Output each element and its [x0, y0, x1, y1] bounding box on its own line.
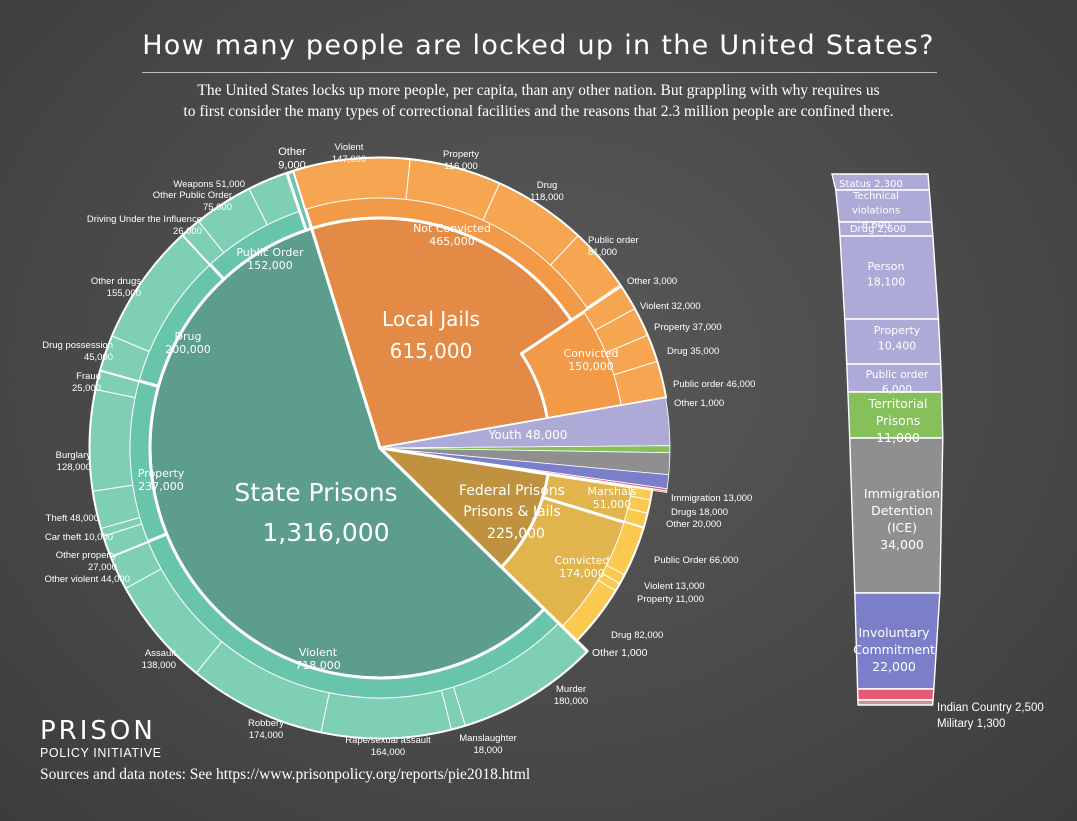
outer-label-burglary: Burglary 128,000	[56, 450, 92, 473]
outer-label-other: Other 9,000	[278, 146, 306, 172]
outer-label-driving-under-the-influence: Driving Under the Influence 26,000	[87, 214, 202, 237]
side-bar-label-immigration: Immigration Detention (ICE) 34,000	[864, 486, 940, 552]
wedge-divider	[378, 446, 589, 653]
logo-line-1: PRISON	[40, 716, 156, 746]
outer-label-murder: Murder 180,000	[554, 684, 588, 707]
state-public-order-label: Public Order 152,000	[236, 246, 304, 272]
side-bar-label-involuntary: Involuntary Commitment 22,000	[853, 625, 935, 674]
subtitle-line-2: to first consider the many types of corr…	[183, 103, 894, 120]
outer-label-violent: Violent 147,000	[332, 142, 366, 165]
sources-note: Sources and data notes: See https://www.…	[40, 766, 531, 783]
federal-prisons-wedge-top	[378, 446, 550, 569]
outer-label-public-order-66-000: Public Order 66,000	[654, 555, 739, 566]
prison-policy-initiative-logo: PRISON POLICY INITIATIVE	[40, 716, 162, 760]
side-bar-label-drug-2-600: Drug 2,600	[850, 224, 906, 235]
state-prisons-label: State Prisons	[234, 478, 397, 507]
outer-label-immigration-13-000: Immigration 13,000	[671, 493, 752, 504]
outer-label-violent-13-000: Violent 13,000	[644, 581, 705, 592]
outer-label-car-theft-10-000: Car theft 10,000	[45, 532, 113, 543]
outer-label-other-1-000: Other 1,000	[592, 647, 648, 659]
side-bar-label-status-2-300: Status 2,300	[839, 179, 903, 190]
local-jails-value: 615,000	[390, 339, 473, 363]
outer-label-drug-possession: Drug possession 45,000	[42, 340, 113, 363]
outer-label-manslaughter: Manslaughter 18,000	[459, 733, 517, 756]
outer-label-property: Property 116,000	[443, 149, 479, 172]
outer-label-other-drugs: Other drugs 155,000	[91, 276, 141, 299]
side-bar-label-person: Person 18,100	[867, 260, 906, 289]
state-violent-label: Violent 718,000	[295, 646, 341, 672]
outer-label-other-property: Other property 27,000	[56, 550, 117, 573]
federal-label-line-1: Federal Prisons	[459, 483, 565, 499]
state-property-label: Property 237,000	[138, 467, 185, 493]
subtitle: The United States locks up more people, …	[0, 80, 1077, 122]
local-jails-label: Local Jails	[382, 307, 480, 331]
fed-marshals-label: Marshals 51,000	[588, 485, 637, 511]
outer-label-theft-48-000: Theft 48,000	[46, 513, 99, 524]
side-bar-label-property: Property 10,400	[874, 324, 921, 353]
subtitle-line-1: The United States locks up more people, …	[197, 82, 880, 99]
side-bar-indian-country-segment	[856, 688, 935, 701]
outer-label-fraud: Fraud 25,000	[72, 371, 101, 394]
logo-line-2: POLICY INITIATIVE	[40, 746, 162, 760]
youth-label: Youth 48,000	[488, 428, 568, 442]
outer-label-drug-82-000: Drug 82,000	[611, 630, 663, 641]
outer-label-drugs-18-000: Drugs 18,000	[671, 507, 728, 518]
outer-label-drug-35-000: Drug 35,000	[667, 346, 719, 357]
fed-convicted-label: Convicted 174,000	[554, 554, 609, 580]
state-drug-label: Drug 200,000	[165, 330, 211, 356]
outer-label-public-order-46-000: Public order 46,000	[673, 379, 755, 390]
outer-label-other-20-000: Other 20,000	[666, 519, 721, 530]
federal-label-line-2: Prisons & Jails	[463, 504, 560, 520]
outer-label-drug: Drug 118,000	[530, 180, 564, 203]
state-property-burglary-segment	[89, 389, 136, 492]
federal-value: 225,000	[487, 526, 545, 542]
outer-label-violent-32-000: Violent 32,000	[640, 301, 701, 312]
side-bar-label-territorial: Territorial Prisons 11,000	[867, 396, 927, 445]
jail-convicted-label: Convicted 150,000	[563, 347, 618, 373]
outer-label-weapons-51-000: Weapons 51,000	[173, 179, 245, 190]
outer-label-other-violent-44-000: Other violent 44,000	[44, 574, 130, 585]
outer-label-other-public-order: Other Public Order 75,000	[153, 190, 232, 213]
outer-label-robbery: Robbery 174,000	[248, 718, 284, 741]
outer-label-property-11-000: Property 11,000	[637, 594, 704, 605]
outer-label-other-3-000: Other 3,000	[627, 276, 677, 287]
side-bar-label-indian-country: Indian Country 2,500	[937, 702, 1044, 714]
outer-label-rape-sexual-assault: Rape/sexual assault 164,000	[345, 735, 431, 758]
state-prisons-value: 1,316,000	[262, 518, 389, 547]
side-bar-label-military: Military 1,300	[937, 718, 1005, 730]
page-title: How many people are locked up in the Uni…	[142, 30, 935, 61]
side-bar-military-segment	[857, 699, 934, 706]
title-divider	[142, 72, 937, 73]
outer-label-public-order: Public order 81,000	[588, 235, 639, 258]
side-bar-involuntary-segment	[854, 592, 941, 690]
side-bar-label-public-order: Public order 6,000	[866, 369, 929, 396]
outer-label-assault: Assault 138,000	[142, 648, 177, 671]
outer-label-property-37-000: Property 37,000	[654, 322, 722, 333]
jail-not-convicted-label: Not Convicted 465,000	[413, 222, 491, 248]
outer-label-other-1-000: Other 1,000	[674, 398, 724, 409]
side-bar-label-technical: Technical violations 8,600	[852, 191, 900, 231]
